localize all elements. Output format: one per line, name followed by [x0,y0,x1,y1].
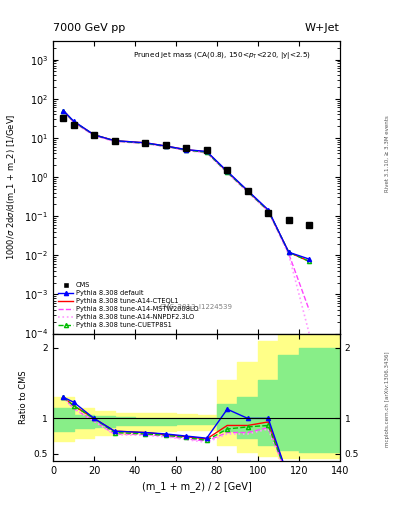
Text: mcplots.cern.ch [arXiv:1306.3436]: mcplots.cern.ch [arXiv:1306.3436] [385,352,390,447]
Text: 7000 GeV pp: 7000 GeV pp [53,23,125,33]
Y-axis label: 1000/$\sigma$ 2d$\sigma$/d(m_1 + m_2) [1/GeV]: 1000/$\sigma$ 2d$\sigma$/d(m_1 + m_2) [1… [6,114,18,261]
Text: Pruned jet mass (CA(0.8), 150<$p_{\rm T}$<220, |y|<2.5): Pruned jet mass (CA(0.8), 150<$p_{\rm T}… [133,50,311,61]
Text: W+Jet: W+Jet [305,23,340,33]
Legend: CMS, Pythia 8.308 default, Pythia 8.308 tune-A14-CTEQL1, Pythia 8.308 tune-A14-M: CMS, Pythia 8.308 default, Pythia 8.308 … [56,280,200,330]
Text: CMS_2013_I1224539: CMS_2013_I1224539 [160,304,233,310]
X-axis label: (m_1 + m_2) / 2 [GeV]: (m_1 + m_2) / 2 [GeV] [141,481,252,492]
Text: Rivet 3.1.10, ≥ 3.3M events: Rivet 3.1.10, ≥ 3.3M events [385,115,390,192]
Y-axis label: Ratio to CMS: Ratio to CMS [19,370,28,424]
